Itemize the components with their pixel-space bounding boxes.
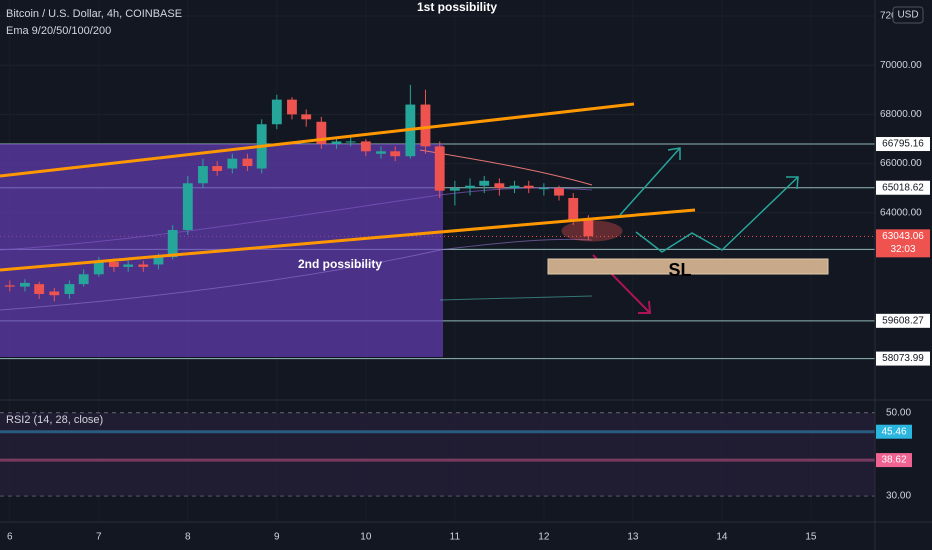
trend-line [0, 208, 696, 272]
price-label: 66795.16 [882, 139, 924, 150]
candle-body [509, 185, 520, 189]
current-price-box [876, 229, 930, 258]
candle-body [420, 104, 431, 147]
candle-body [93, 261, 104, 275]
x-tick-label: 13 [627, 532, 639, 543]
x-tick-label: 7 [96, 532, 102, 543]
candle-body [287, 99, 297, 115]
candle-body [78, 274, 89, 285]
candle-body [167, 230, 178, 258]
price-label: 65018.62 [882, 182, 924, 193]
candle-body [376, 151, 386, 154]
y-tick-label: 30.00 [886, 490, 911, 501]
trend-line [0, 102, 635, 178]
x-tick-label: 6 [7, 532, 13, 543]
candle-body [4, 285, 15, 287]
price-label-box [876, 137, 930, 152]
rsi-label: 38.62 [881, 455, 906, 466]
arrow [619, 147, 681, 216]
candle-body [138, 264, 149, 267]
y-tick-label: 68000.00 [880, 109, 922, 120]
x-tick-label: 9 [274, 532, 280, 543]
candle-body [20, 282, 30, 287]
ema [439, 295, 593, 301]
rsi-band [0, 413, 875, 496]
candle-body [449, 188, 460, 191]
y-tick-label: 50.00 [886, 408, 911, 419]
rsi-label-box [876, 453, 912, 468]
x-tick-label: 10 [360, 532, 372, 543]
ema [0, 238, 593, 311]
candle-body [153, 257, 164, 265]
candle-body [227, 158, 238, 169]
annotation: 2nd possibility [298, 257, 382, 271]
price-label-box [876, 180, 930, 195]
candle-body [316, 121, 327, 144]
price-label: 58073.99 [882, 353, 924, 364]
candle-body [465, 185, 475, 189]
price-label: 59608.27 [882, 315, 924, 326]
ema [0, 187, 593, 251]
price-label-box [876, 313, 930, 328]
candle-body [345, 141, 356, 143]
candle-body [360, 141, 371, 152]
candle-body [479, 180, 490, 186]
sl-zone [547, 258, 829, 275]
x-tick-label: 15 [805, 532, 817, 543]
x-tick-label: 14 [716, 532, 728, 543]
currency-button[interactable] [892, 6, 924, 24]
candle-body [242, 158, 253, 167]
candle-body [182, 183, 193, 231]
price-label-box [876, 351, 930, 366]
candle-body [212, 166, 223, 171]
candle-body [123, 264, 134, 267]
highlight [561, 220, 623, 242]
candle-body [198, 166, 208, 184]
rsi-label: 45.46 [881, 426, 906, 437]
sl-label: SL [668, 260, 691, 280]
x-tick-label: 8 [185, 532, 191, 543]
candle-body [538, 188, 549, 190]
candle-body [523, 185, 534, 189]
candle-body [34, 284, 45, 294]
candle-body [554, 188, 564, 196]
candle-body [568, 198, 579, 221]
indicator-title: Ema 9/20/50/100/200 [6, 25, 111, 37]
currency[interactable]: USD [897, 10, 918, 21]
candle-body [583, 220, 594, 237]
x-tick-label: 11 [450, 532, 461, 543]
annotation: 1st possibility [417, 0, 497, 14]
candle-body [494, 183, 505, 189]
x-tick-label: 12 [538, 532, 550, 543]
y-tick-label: 70000.00 [880, 60, 922, 71]
y-tick-label: 64000.00 [880, 207, 922, 218]
candle-body [390, 151, 401, 157]
candle-body [109, 261, 119, 267]
candle-body [49, 291, 60, 296]
symbol-title: Bitcoin / U.S. Dollar, 4h, COINBASE [6, 8, 182, 20]
candle-body [271, 99, 282, 125]
candle-body [64, 284, 75, 294]
candle-body [434, 146, 445, 191]
countdown: 32:03 [890, 244, 915, 255]
rsi-title: RSI2 (14, 28, close) [6, 414, 103, 426]
candle-body [301, 114, 312, 120]
rsi-label-box [876, 424, 912, 439]
candle-body [331, 141, 342, 144]
y-tick-label: 66000.00 [880, 158, 922, 169]
current-price-label: 63043.06 [882, 231, 924, 242]
arrow [635, 176, 799, 253]
